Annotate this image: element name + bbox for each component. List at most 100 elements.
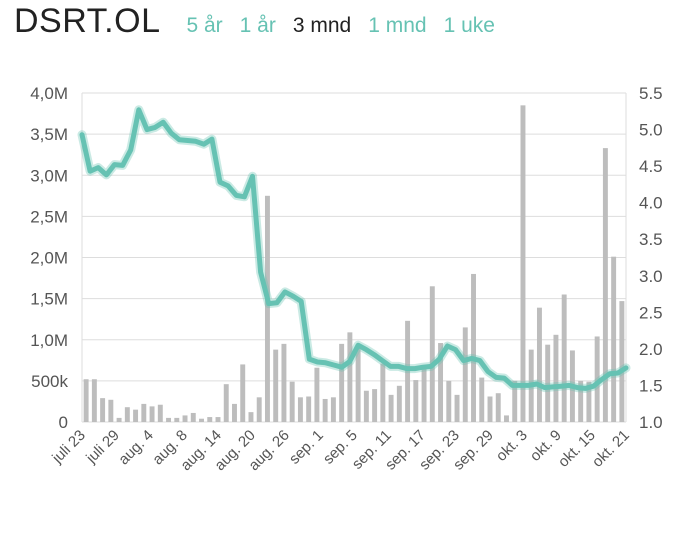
volume-bar [421,368,427,422]
volume-bar [100,398,106,422]
right-axis-tick-label: 1.0 [639,413,663,432]
right-axis-tick-label: 4.0 [639,194,663,213]
volume-bar [578,380,584,422]
left-axis-tick-label: 500k [31,372,68,391]
right-axis-ticks: 1.0 1.5 2.0 2.5 3.0 3.5 4.0 4.5 5.0 5.5 [639,84,663,432]
left-axis-tick-label: 2,0M [30,249,68,268]
volume-bar [199,418,204,422]
volume-bar [586,381,592,422]
volume-bar [611,256,617,422]
volume-bar [454,394,460,422]
volume-bar [240,364,246,422]
ticker-symbol: DSRT.OL [14,2,161,40]
volume-bar [174,417,180,422]
volume-bar [248,412,254,422]
volume-bar [602,148,608,423]
right-axis-tick-label: 5.0 [639,121,663,140]
left-axis-tick-label: 1,0M [30,331,68,350]
volume-bar [297,397,303,422]
volume-bar [91,379,97,422]
x-axis-tick-label: juli 29 [82,427,122,467]
volume-bar [363,390,369,422]
volume-bar [355,345,361,422]
volume-bar [166,417,172,422]
range-1m[interactable]: 1 mnd [368,14,427,37]
volume-bar [504,415,509,422]
grid-lines [81,92,627,423]
volume-bar [108,399,114,422]
left-axis-tick-label: 3,0M [30,166,68,185]
volume-bar [207,417,213,422]
left-axis-tick-label: 4,0M [30,84,68,103]
volume-bar [372,389,378,422]
volume-bar [190,412,196,422]
x-axis-tick-label: okt. 3 [493,427,531,465]
volume-bars [83,105,625,423]
left-axis-ticks: 0 500k 1,0M 1,5M 2,0M 2,5M 3,0M 3,5M 4,0M [30,84,68,432]
price-line-glow [77,105,631,393]
volume-bar [223,384,229,422]
volume-bar [471,273,476,422]
volume-bar [215,417,221,422]
volume-bar [594,336,600,422]
volume-bar [133,409,139,422]
right-axis-tick-label: 2.0 [639,340,663,359]
range-1w[interactable]: 1 uke [443,14,495,37]
volume-bar [116,417,122,422]
range-1y[interactable]: 1 år [239,14,276,37]
volume-bar [281,343,287,422]
volume-bar [388,394,394,422]
volume-bar [83,379,89,422]
volume-bar [520,105,526,423]
x-axis-tick-label: juli 23 [48,427,88,467]
volume-bar [429,286,435,422]
volume-bar [339,343,345,422]
volume-bar [495,393,501,422]
volume-bar [182,415,188,422]
range-selector: 5 år 1 år 3 mnd 1 mnd 1 uke [186,14,512,38]
x-axis-tick-label: sep. 1 [286,427,327,468]
left-axis-tick-label: 2,5M [30,207,68,226]
x-axis-tick-label: aug. 4 [115,427,157,469]
volume-bar [619,301,625,422]
volume-bar [347,332,353,422]
chart-header: DSRT.OL 5 år 1 år 3 mnd 1 mnd 1 uke [14,2,512,46]
volume-bar [446,380,452,422]
volume-bar [314,367,320,422]
volume-bar [512,380,518,422]
right-axis-tick-label: 4.5 [639,157,663,176]
volume-bar [273,349,279,422]
range-5y[interactable]: 5 år [186,14,223,37]
volume-bar [413,380,419,422]
volume-bar [487,396,493,422]
volume-bar [322,398,328,422]
volume-bar [536,307,542,422]
volume-bar [232,403,237,422]
volume-bar [553,334,559,422]
volume-bar [545,344,551,422]
price-line-group [77,105,631,393]
volume-bar [380,363,386,422]
x-axis-tick-label: okt. 21 [589,427,633,471]
left-axis-tick-label: 0 [59,413,68,432]
right-axis-tick-label: 5.5 [639,84,663,103]
x-axis-tick-label: okt. 15 [555,427,599,471]
right-axis-tick-label: 3.5 [639,230,663,249]
volume-bar [479,377,485,422]
right-axis-tick-label: 1.5 [639,376,663,395]
range-3m[interactable]: 3 mnd [292,14,352,37]
volume-bar [405,320,411,422]
left-axis-tick-label: 3,5M [30,125,68,144]
volume-bar [141,403,147,422]
volume-bar [330,397,336,422]
volume-bar [561,294,567,422]
right-axis-tick-label: 2.5 [639,303,663,322]
volume-bar [124,407,130,422]
right-axis-tick-label: 3.0 [639,267,663,286]
volume-bar [306,396,312,422]
volume-bar [396,385,402,422]
volume-bar [157,404,163,422]
volume-bar [264,195,270,422]
